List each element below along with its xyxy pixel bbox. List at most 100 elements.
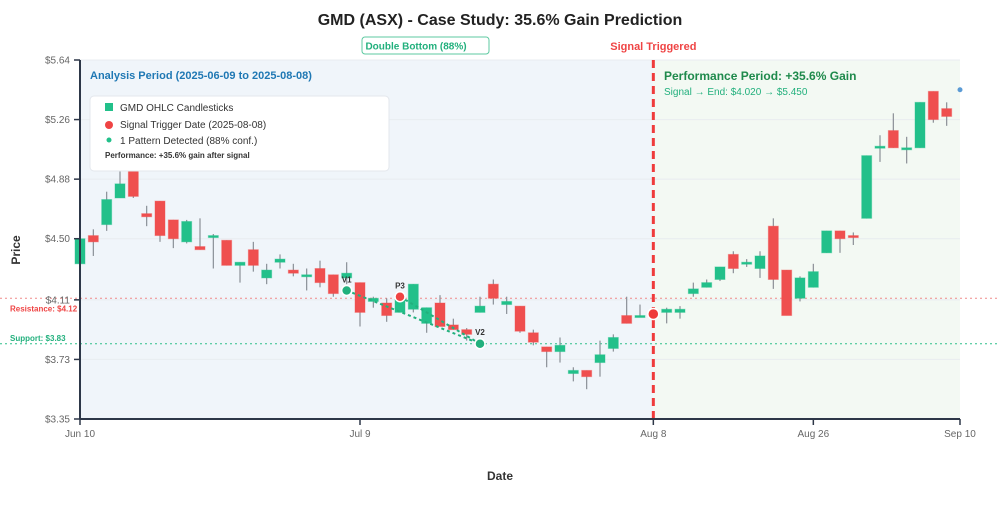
candle — [754, 251, 766, 278]
candle-body — [221, 239, 233, 266]
candle-body — [314, 268, 326, 284]
x-tick-label: Jul 9 — [349, 429, 371, 440]
candle-body — [807, 271, 819, 288]
candle-body — [501, 300, 513, 306]
candle — [714, 266, 726, 282]
candle-body — [794, 277, 806, 299]
candle — [901, 136, 913, 164]
candle — [114, 169, 126, 199]
y-tick-label: $5.64 — [45, 56, 70, 67]
pattern-point-p3 — [394, 290, 406, 303]
chart-title: GMD (ASX) - Case Study: 35.6% Gain Predi… — [318, 12, 683, 29]
pattern-label: P3 — [395, 282, 405, 291]
y-axis-label: Price — [9, 235, 23, 265]
legend-item: Signal Trigger Date (2025-08-08) — [120, 120, 266, 131]
candle-body — [87, 235, 99, 243]
candle — [941, 102, 953, 126]
candle — [207, 234, 219, 269]
candle — [887, 113, 899, 149]
candle-body — [901, 147, 913, 151]
candle-body — [941, 108, 953, 117]
candle — [727, 251, 739, 274]
candle — [834, 230, 846, 253]
candle-body — [301, 274, 313, 278]
candle — [927, 90, 939, 123]
candle-body — [594, 354, 606, 364]
candle — [634, 304, 646, 319]
candle-body — [207, 235, 219, 239]
candle — [434, 295, 446, 328]
candle — [461, 328, 473, 341]
candle-body — [887, 130, 899, 149]
candle-body — [474, 305, 486, 313]
candle-body — [927, 90, 939, 121]
legend-square-icon — [105, 103, 113, 111]
candle — [767, 218, 779, 289]
candle — [661, 307, 673, 324]
candle-body — [181, 220, 193, 243]
candle-body — [781, 269, 793, 317]
candle-body — [754, 255, 766, 270]
candle-body — [141, 213, 153, 218]
candle — [327, 274, 339, 297]
candle-body — [541, 346, 553, 353]
pattern-group: V1 P3 V2 — [340, 275, 486, 350]
y-ticks: $5.64 $5.26 $4.88 $4.50 $4.11 $3.73 $3.35 — [45, 56, 80, 426]
candle-body — [101, 199, 113, 226]
resistance-label: Resistance: $4.12 — [10, 304, 78, 313]
candle — [367, 296, 379, 308]
candle-body — [367, 297, 379, 302]
candle — [141, 205, 153, 227]
candle — [914, 101, 926, 149]
candle — [807, 263, 819, 288]
candle-body — [607, 336, 619, 349]
candle — [274, 254, 286, 269]
candle-body — [287, 269, 299, 274]
candle-body — [861, 155, 873, 219]
candle — [527, 329, 539, 346]
x-tick-label: Aug 8 — [640, 429, 667, 440]
pattern-badge-box — [361, 36, 490, 55]
candle — [541, 346, 553, 368]
candle-body — [834, 230, 846, 240]
x-axis-label: Date — [487, 469, 513, 483]
candle — [87, 229, 99, 256]
candle — [154, 200, 166, 242]
candle — [247, 241, 259, 272]
candle — [194, 218, 206, 251]
candle — [514, 305, 526, 333]
candle — [847, 232, 859, 245]
candle — [314, 260, 326, 288]
candle-body — [341, 272, 353, 279]
candle — [687, 282, 699, 297]
candle-body — [687, 288, 699, 295]
candle-body — [581, 369, 593, 378]
pattern-badge: Double Bottom (88%) — [365, 42, 466, 53]
candle — [487, 279, 499, 305]
candle-body — [434, 302, 446, 328]
x-tick-label: Sep 10 — [944, 429, 976, 440]
candle-body — [514, 305, 526, 332]
analysis-period-label: Analysis Period (2025-06-09 to 2025-08-0… — [90, 70, 312, 82]
signal-marker — [647, 307, 660, 321]
candle — [741, 259, 753, 267]
candle — [821, 230, 833, 254]
candle — [341, 262, 353, 285]
pattern-label: V2 — [475, 328, 485, 337]
candle-body — [847, 235, 859, 239]
candle — [181, 219, 193, 244]
candle-body — [154, 200, 166, 237]
candle-body — [567, 369, 579, 375]
candle-body — [327, 274, 339, 295]
candle — [474, 296, 486, 313]
candle — [167, 219, 179, 249]
candle — [701, 279, 713, 288]
candle — [794, 276, 806, 302]
legend: GMD OHLC Candlesticks Signal Trigger Dat… — [89, 95, 390, 172]
candle — [554, 337, 566, 363]
candle-body — [487, 283, 499, 299]
candle-body — [381, 302, 393, 317]
candle-body — [167, 219, 179, 240]
legend-item: GMD OHLC Candlesticks — [120, 103, 233, 114]
candle-body — [261, 269, 273, 279]
